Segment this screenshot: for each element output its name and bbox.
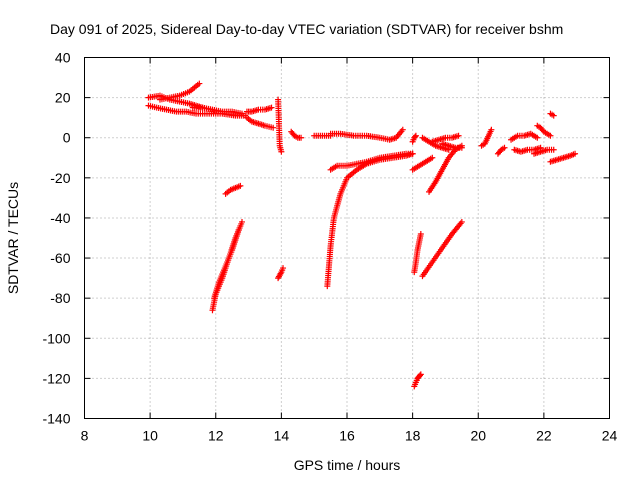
- data-point: [488, 126, 495, 133]
- series-arc-e3: [419, 218, 465, 280]
- series-arc-c4: [275, 265, 287, 282]
- y-tick-label: -100: [42, 330, 70, 346]
- series-arc-d2: [327, 150, 416, 173]
- chart-title: Day 091 of 2025, Sidereal Day-to-day VTE…: [50, 21, 563, 37]
- data-point: [239, 218, 245, 225]
- data-point: [280, 265, 287, 272]
- series-arc-b3: [275, 96, 285, 155]
- data-point: [458, 144, 465, 151]
- data-point: [534, 134, 541, 141]
- data-point: [455, 132, 462, 139]
- data-point: [572, 150, 579, 157]
- series-arc-b2: [243, 114, 277, 131]
- y-tick-label: 40: [55, 50, 71, 66]
- y-tick-label: -60: [50, 250, 70, 266]
- x-tick-label: 18: [405, 428, 421, 444]
- data-point: [550, 146, 557, 153]
- series-arc-f1: [478, 126, 495, 149]
- data-point: [196, 80, 203, 87]
- data-point: [327, 132, 334, 139]
- y-axis-title: SDTVAR / TECUs: [5, 182, 21, 294]
- data-point: [239, 110, 245, 117]
- y-tick-label: 20: [55, 90, 71, 106]
- series-arc-f8: [547, 150, 579, 165]
- series-arc-d1: [324, 150, 416, 290]
- series-arc-f5: [531, 146, 557, 157]
- series-arc-e1: [411, 371, 424, 390]
- series-arc-e7: [419, 134, 452, 153]
- y-tick-label: -80: [50, 290, 70, 306]
- data-point: [270, 124, 277, 131]
- data-point: [399, 126, 406, 133]
- data-point: [412, 133, 419, 140]
- y-tick-label: -20: [50, 170, 70, 186]
- data-point: [412, 132, 419, 139]
- x-tick-label: 20: [470, 428, 486, 444]
- x-axis-title: GPS time / hours: [294, 457, 401, 473]
- y-tick-labels: -140 -120 -100 -80 -60 -40 -20 0 20 40: [42, 50, 70, 427]
- series-arc-c1: [222, 182, 244, 197]
- data-point: [298, 134, 305, 141]
- data-point: [550, 112, 557, 119]
- y-tick-label: -140: [42, 411, 70, 427]
- series-arc-d3: [327, 126, 406, 143]
- series-arc-d4: [311, 132, 334, 139]
- data-point: [235, 226, 242, 233]
- data-point: [429, 154, 436, 161]
- plot-frame: [84, 57, 610, 419]
- series-arc-a4: [189, 104, 245, 117]
- series-arc-e9: [409, 132, 419, 145]
- series-arc-f2: [494, 144, 508, 157]
- x-tick-label: 14: [274, 428, 290, 444]
- x-tick-label: 10: [142, 428, 158, 444]
- x-tick-label: 22: [536, 428, 552, 444]
- data-point: [458, 218, 465, 225]
- series-arc-e8: [439, 140, 465, 151]
- y-tick-label: -120: [42, 370, 70, 386]
- data-point: [409, 150, 416, 157]
- series-arc-a3: [156, 80, 203, 103]
- series-arc-b1: [243, 104, 275, 115]
- series-arc-e2: [411, 230, 424, 276]
- data-point: [278, 148, 285, 155]
- data-point: [417, 371, 424, 378]
- data-point: [501, 144, 508, 151]
- data-point: [268, 104, 275, 111]
- series-arc-f6: [534, 122, 554, 139]
- x-tick-labels: 8 10 12 14 16 18 20 22 24: [81, 428, 618, 444]
- grid: [84, 57, 610, 419]
- data-point: [547, 132, 554, 139]
- data-points: [145, 80, 579, 390]
- x-tick-label: 8: [81, 428, 89, 444]
- x-tick-label: 24: [602, 428, 618, 444]
- series-arc-b4: [288, 128, 305, 141]
- y-tick-label: -40: [50, 210, 70, 226]
- series-arc-c3: [211, 226, 242, 302]
- data-point: [417, 372, 424, 379]
- series-arc-e4: [409, 154, 436, 173]
- series-arc-f7: [547, 110, 557, 119]
- data-point: [237, 182, 244, 189]
- x-tick-label: 16: [339, 428, 355, 444]
- y-tick-label: 0: [63, 130, 71, 146]
- series-arc-f3: [508, 130, 541, 143]
- data-point: [417, 230, 424, 237]
- x-tick-label: 12: [208, 428, 224, 444]
